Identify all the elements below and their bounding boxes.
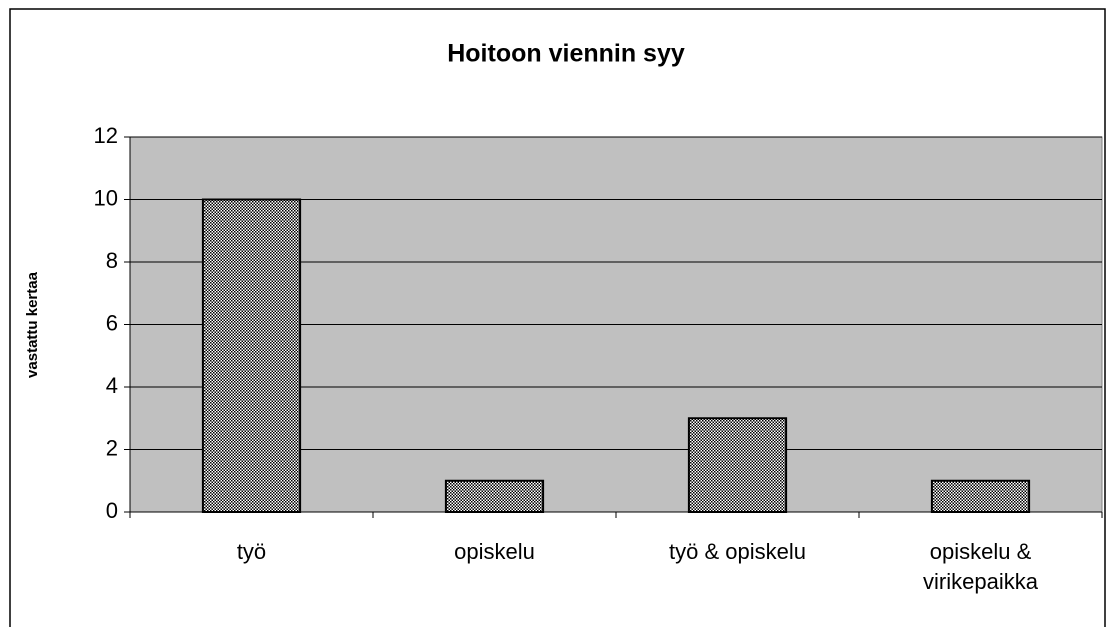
bar xyxy=(201,198,302,513)
y-tick-label: 12 xyxy=(94,123,118,148)
y-tick-label: 4 xyxy=(106,373,118,398)
x-tick-label: opiskelu xyxy=(454,539,535,564)
y-axis-label: vastattu kertaa xyxy=(24,271,41,378)
bar xyxy=(444,479,545,513)
x-tick-label: opiskelu & virikepaikka xyxy=(923,539,1038,594)
bar xyxy=(687,417,788,513)
y-tick-label: 2 xyxy=(106,435,118,460)
x-tick-label: työ & opiskelu xyxy=(669,539,806,564)
chart-title: Hoitoon viennin syy xyxy=(447,40,685,68)
bar xyxy=(930,479,1031,513)
y-tick-label: 6 xyxy=(106,310,118,335)
y-tick-label: 8 xyxy=(106,248,118,273)
x-tick-label: työ xyxy=(236,539,267,564)
y-tick-label: 10 xyxy=(94,185,118,210)
y-tick-label: 0 xyxy=(106,498,118,523)
